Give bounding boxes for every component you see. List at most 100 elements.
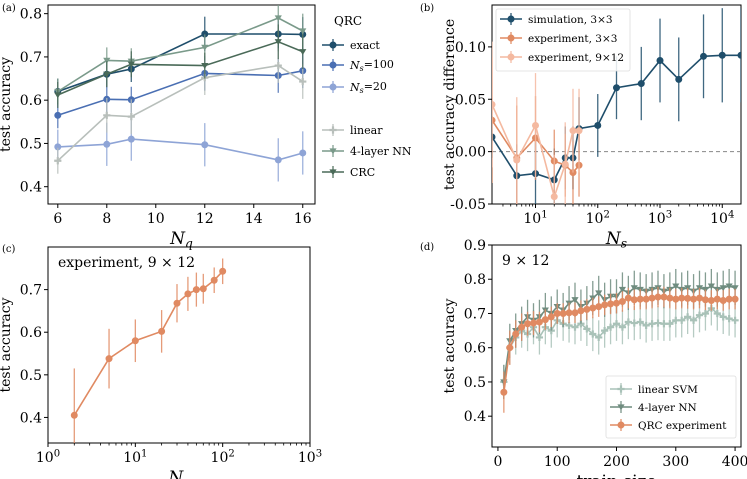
y-tick-label: 0.6 — [20, 93, 42, 109]
data-point — [127, 135, 135, 143]
data-point — [595, 333, 603, 342]
data-point — [569, 127, 577, 135]
y-tick-label: 0.9 — [464, 238, 486, 254]
data-point — [541, 316, 549, 324]
legend-label: experiment, 3×3 — [528, 33, 617, 45]
series-crc — [54, 24, 307, 108]
data-point — [737, 51, 741, 59]
data-point — [274, 39, 282, 46]
panel-annotation: 9 × 12 — [502, 253, 549, 269]
x-axis-label: train size — [576, 472, 656, 479]
data-point — [274, 15, 282, 22]
data-point — [654, 293, 662, 301]
legend-marker — [329, 41, 337, 49]
legend-label: linear SVM — [638, 384, 698, 396]
data-point — [695, 311, 704, 319]
data-point — [660, 293, 668, 301]
series-line — [73, 270, 224, 416]
legend-marker — [507, 53, 515, 61]
data-point — [700, 52, 708, 60]
panel-4: (d) 0.4 0.5 0.6 0.7 0.8 0.9 0 100 200 300 400 train … — [420, 238, 747, 479]
legend-title: QRC — [334, 14, 362, 28]
y-tick-label: 0.6 — [20, 325, 42, 341]
data-point — [492, 101, 496, 108]
legend-marker — [329, 169, 337, 176]
y-tick-label: 0.7 — [20, 283, 42, 299]
legend-label: experiment, 9×12 — [528, 52, 624, 64]
y-tick-label: 0.7 — [20, 50, 42, 66]
data-point — [707, 296, 715, 304]
legend: simulation, 3×3 experiment, 3×3 experiment… — [495, 8, 631, 72]
legend-box — [495, 8, 631, 72]
data-point — [500, 388, 508, 396]
y-tick-label: 0.05 — [455, 92, 486, 108]
data-point — [518, 323, 526, 331]
x-tick-label: 100 — [36, 448, 60, 466]
data-point — [725, 295, 733, 303]
data-point — [571, 309, 579, 317]
x-tick-label: 102 — [586, 209, 610, 227]
data-point — [105, 355, 113, 363]
data-point — [618, 323, 627, 331]
legend-label: 4-layer NN — [638, 402, 697, 414]
data-point — [684, 294, 692, 302]
data-point — [684, 313, 692, 321]
y-tick-label: 0.8 — [20, 7, 42, 23]
series-line — [57, 64, 304, 162]
data-point — [299, 49, 307, 56]
x-axis-label: Ns — [167, 468, 189, 479]
data-point — [690, 295, 698, 303]
legend-label: simulation, 3×3 — [528, 14, 613, 26]
legend-marker — [329, 148, 337, 155]
legend-marker — [507, 34, 515, 42]
legend-box — [605, 375, 737, 439]
x-tick-label: 101 — [523, 209, 547, 227]
data-point — [54, 157, 62, 165]
data-point — [127, 113, 135, 121]
x-tick-label: 104 — [710, 209, 734, 227]
data-point — [642, 295, 650, 303]
data-point — [689, 316, 698, 324]
legend-label: CRC — [350, 166, 375, 179]
data-point — [666, 294, 674, 302]
series-4-layer-nn — [54, 5, 307, 105]
x-tick-label: 103 — [648, 209, 672, 227]
data-point — [707, 283, 715, 290]
x-tick-label: 16 — [294, 211, 312, 227]
data-point — [595, 303, 603, 311]
x-tick-label: 103 — [298, 448, 322, 466]
panel-2: (b) -0.05 0.00 0.05 0.10 101 102 103 104 Ns test a… — [420, 3, 742, 250]
legend-marker — [617, 404, 625, 411]
data-point — [618, 286, 627, 293]
x-tick-label: 300 — [662, 454, 689, 470]
data-point — [719, 285, 727, 292]
data-point — [719, 296, 727, 304]
data-point — [532, 121, 540, 129]
data-point — [672, 283, 680, 290]
data-point — [103, 111, 111, 119]
plot-frame — [47, 4, 316, 205]
data-point — [725, 315, 733, 323]
data-point — [54, 111, 62, 119]
y-tick-label: 0.8 — [464, 272, 486, 288]
data-point — [624, 294, 632, 302]
data-point — [127, 61, 135, 68]
panel-1: (a) 0.4 0.5 0.6 0.7 0.8 6 8 10 12 14 16 Nq test accur… — [0, 3, 412, 250]
y-tick-label: 0.5 — [464, 375, 486, 391]
y-tick-label: 0.7 — [464, 306, 486, 322]
legend-marker — [329, 126, 337, 134]
data-point — [299, 149, 307, 157]
legend-marker — [329, 83, 337, 91]
data-point — [713, 309, 721, 318]
data-point — [173, 299, 181, 307]
data-point — [695, 294, 703, 302]
panel-annotation: experiment, 9 × 12 — [58, 255, 195, 271]
data-point — [666, 320, 674, 328]
legend-marker — [329, 61, 337, 69]
legend-label: Ns=20 — [349, 80, 387, 95]
series-1 — [70, 258, 227, 443]
legend-marker — [617, 421, 625, 429]
x-tick-label: 12 — [196, 211, 214, 227]
series-qrc-experiment — [500, 286, 739, 413]
